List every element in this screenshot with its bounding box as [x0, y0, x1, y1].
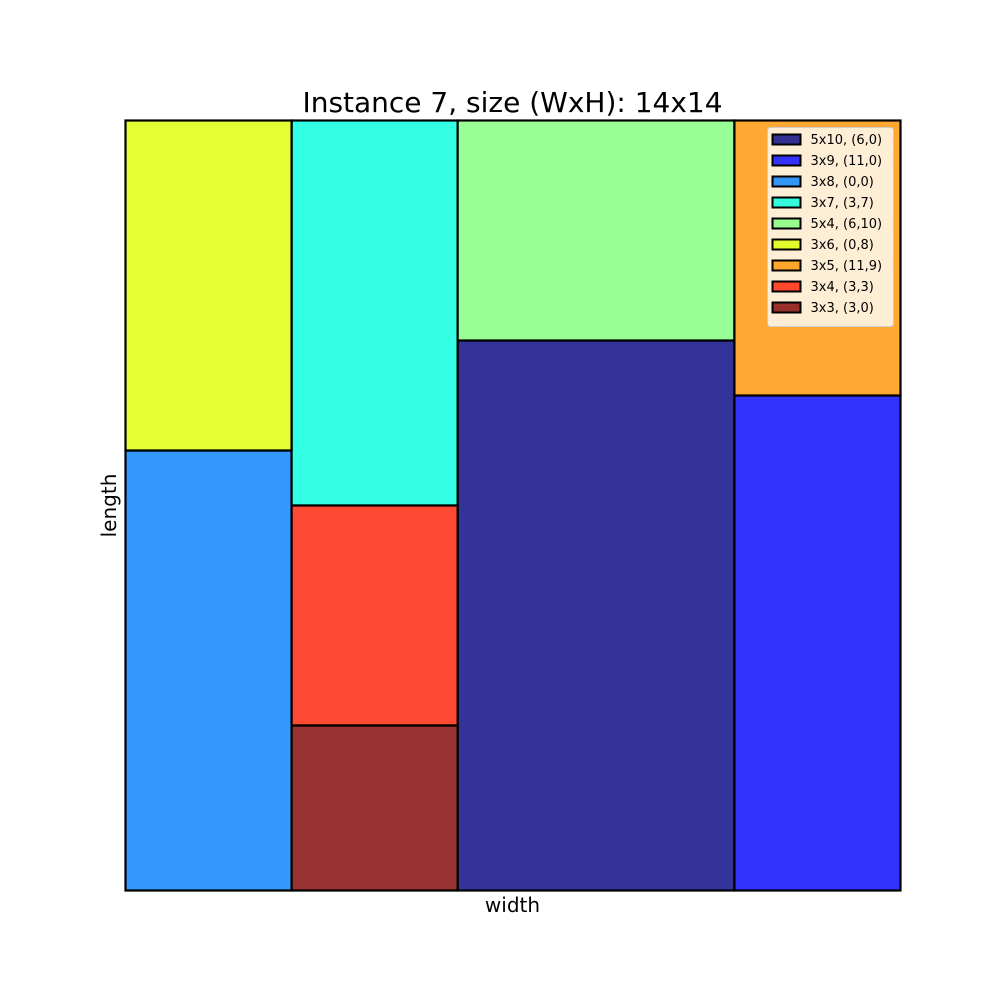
- plot-frame: [124, 119, 902, 892]
- y-axis-label: length: [97, 474, 121, 538]
- legend-label-5: 5x4, (6,10): [811, 217, 883, 232]
- packed-rectangle-6: [124, 119, 293, 452]
- legend-label-4: 3x7, (3,7): [811, 196, 874, 211]
- legend-swatch-2: [771, 154, 802, 167]
- chart-title: Instance 7, size (WxH): 14x14: [302, 86, 722, 119]
- legend-label-3: 3x8, (0,0): [811, 175, 874, 190]
- legend-label-9: 3x3, (3,0): [811, 301, 874, 316]
- legend-swatch-3: [771, 175, 802, 188]
- legend-swatch-9: [771, 301, 802, 314]
- legend-label-7: 3x5, (11,9): [811, 259, 883, 274]
- legend-swatch-7: [771, 259, 802, 272]
- legend-swatch-8: [771, 280, 802, 293]
- legend-swatch-5: [771, 217, 802, 230]
- legend-label-1: 5x10, (6,0): [811, 133, 883, 148]
- packed-rectangle-1: [456, 339, 736, 892]
- legend-swatch-1: [771, 133, 802, 146]
- packed-rectangle-3: [124, 449, 293, 892]
- packed-rectangle-9: [290, 724, 459, 892]
- legend-swatch-4: [771, 196, 802, 209]
- packed-rectangle-2: [733, 394, 902, 892]
- packed-rectangle-4: [290, 119, 459, 507]
- packed-rectangle-8: [290, 504, 459, 727]
- rectangles-layer: [124, 119, 902, 892]
- legend-label-2: 3x9, (11,0): [811, 154, 883, 169]
- legend: 5x10, (6,0) 3x9, (11,0) 3x8, (0,0) 3x7, (3,…: [767, 127, 894, 327]
- legend-label-8: 3x4, (3,3): [811, 280, 874, 295]
- legend-swatch-6: [771, 238, 802, 251]
- x-axis-label: width: [485, 893, 540, 917]
- packed-rectangle-5: [456, 119, 736, 342]
- legend-label-6: 3x6, (0,8): [811, 238, 874, 253]
